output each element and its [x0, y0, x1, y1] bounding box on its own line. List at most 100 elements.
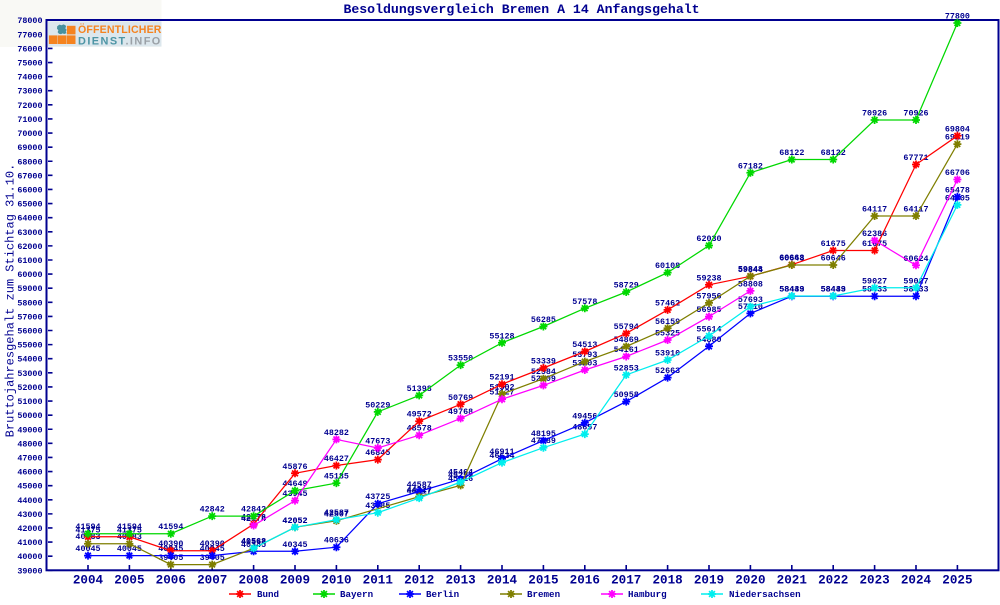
svg-text:68122: 68122: [779, 148, 804, 158]
svg-text:49768: 49768: [448, 407, 473, 417]
svg-text:43000: 43000: [17, 510, 42, 520]
svg-text:2004: 2004: [73, 574, 104, 588]
svg-text:64117: 64117: [903, 205, 928, 215]
svg-text:40000: 40000: [17, 552, 42, 562]
svg-text:Besoldungsvergleich Bremen A 1: Besoldungsvergleich Bremen A 14 Anfangsg…: [343, 2, 699, 17]
svg-text:50769: 50769: [448, 393, 473, 403]
svg-text:57000: 57000: [17, 312, 42, 322]
svg-text:76000: 76000: [17, 44, 42, 54]
svg-text:42842: 42842: [241, 505, 266, 515]
svg-text:50229: 50229: [365, 400, 390, 410]
svg-text:60000: 60000: [17, 270, 42, 280]
svg-text:57462: 57462: [655, 298, 680, 308]
svg-text:65478: 65478: [945, 185, 970, 195]
svg-text:67000: 67000: [17, 171, 42, 181]
svg-text:52663: 52663: [655, 366, 680, 376]
svg-text:56985: 56985: [696, 305, 721, 315]
svg-text:69804: 69804: [945, 124, 970, 134]
svg-text:Hamburg: Hamburg: [628, 589, 667, 600]
svg-text:62386: 62386: [862, 229, 887, 239]
svg-text:70000: 70000: [17, 129, 42, 139]
svg-text:45876: 45876: [282, 462, 307, 472]
svg-text:52191: 52191: [489, 373, 514, 383]
svg-text:46845: 46845: [365, 448, 390, 458]
svg-text:2009: 2009: [280, 574, 310, 588]
svg-text:50000: 50000: [17, 411, 42, 421]
svg-text:59844: 59844: [738, 265, 763, 275]
svg-text:55614: 55614: [696, 325, 721, 335]
svg-text:61675: 61675: [821, 239, 846, 249]
svg-text:42000: 42000: [17, 524, 42, 534]
svg-text:73000: 73000: [17, 87, 42, 97]
svg-text:58000: 58000: [17, 298, 42, 308]
svg-text:56159: 56159: [655, 317, 680, 327]
svg-text:55325: 55325: [655, 329, 680, 339]
svg-text:74000: 74000: [17, 73, 42, 83]
svg-text:2022: 2022: [818, 574, 848, 588]
svg-text:2005: 2005: [114, 574, 144, 588]
svg-text:53910: 53910: [655, 349, 680, 359]
svg-text:69000: 69000: [17, 143, 42, 153]
svg-text:55128: 55128: [489, 331, 514, 341]
svg-text:Berlin: Berlin: [426, 589, 459, 600]
svg-text:40345: 40345: [282, 540, 307, 550]
svg-text:58808: 58808: [738, 279, 763, 289]
svg-text:60648: 60648: [779, 254, 804, 264]
svg-text:42052: 42052: [282, 516, 307, 526]
svg-text:44587: 44587: [407, 480, 432, 490]
svg-text:72000: 72000: [17, 101, 42, 111]
svg-text:68000: 68000: [17, 157, 42, 167]
svg-text:48578: 48578: [407, 424, 432, 434]
svg-text:2013: 2013: [445, 574, 475, 588]
svg-text:2016: 2016: [570, 574, 600, 588]
svg-text:2018: 2018: [652, 574, 682, 588]
svg-text:Bruttojahresgehalt zum Stichta: Bruttojahresgehalt zum Stichtag 31.10.: [4, 164, 18, 438]
svg-text:40390: 40390: [158, 539, 183, 549]
svg-text:53550: 53550: [448, 354, 473, 364]
svg-text:60646: 60646: [821, 254, 846, 264]
svg-text:56000: 56000: [17, 327, 42, 337]
svg-text:58433: 58433: [821, 285, 846, 295]
svg-text:42507: 42507: [324, 509, 349, 519]
svg-text:60663: 60663: [779, 253, 804, 263]
svg-text:2006: 2006: [156, 574, 186, 588]
svg-text:49456: 49456: [572, 411, 597, 421]
svg-text:42842: 42842: [200, 505, 225, 515]
svg-text:48000: 48000: [17, 439, 42, 449]
svg-text:57578: 57578: [572, 297, 597, 307]
svg-text:58729: 58729: [614, 281, 639, 291]
svg-text:55000: 55000: [17, 341, 42, 351]
svg-text:70926: 70926: [903, 109, 928, 119]
svg-text:54869: 54869: [614, 335, 639, 345]
svg-text:46427: 46427: [324, 454, 349, 464]
svg-text:57693: 57693: [738, 295, 763, 305]
svg-text:41000: 41000: [17, 538, 42, 548]
svg-text:51000: 51000: [17, 397, 42, 407]
svg-text:2015: 2015: [528, 574, 558, 588]
svg-text:59027: 59027: [862, 276, 887, 286]
svg-text:78000: 78000: [17, 16, 42, 26]
svg-text:48657: 48657: [572, 423, 597, 433]
svg-text:46000: 46000: [17, 468, 42, 478]
svg-text:Bremen: Bremen: [527, 589, 560, 600]
svg-text:2023: 2023: [859, 574, 889, 588]
svg-text:51398: 51398: [407, 384, 432, 394]
svg-text:40045: 40045: [75, 544, 100, 554]
svg-text:48195: 48195: [531, 429, 556, 439]
svg-text:54000: 54000: [17, 355, 42, 365]
svg-text:45000: 45000: [17, 482, 42, 492]
svg-text:45464: 45464: [448, 468, 473, 478]
svg-text:44649: 44649: [282, 479, 307, 489]
svg-text:Niedersachsen: Niedersachsen: [729, 589, 801, 600]
svg-text:60108: 60108: [655, 261, 680, 271]
svg-text:45185: 45185: [324, 472, 349, 482]
svg-text:56285: 56285: [531, 315, 556, 325]
svg-text:49572: 49572: [407, 410, 432, 420]
svg-text:53339: 53339: [531, 357, 556, 367]
svg-text:2019: 2019: [694, 574, 724, 588]
svg-text:58449: 58449: [779, 285, 804, 295]
svg-text:Bund: Bund: [257, 589, 279, 600]
svg-text:2007: 2007: [197, 574, 227, 588]
svg-text:40390: 40390: [200, 539, 225, 549]
svg-text:2024: 2024: [901, 574, 932, 588]
